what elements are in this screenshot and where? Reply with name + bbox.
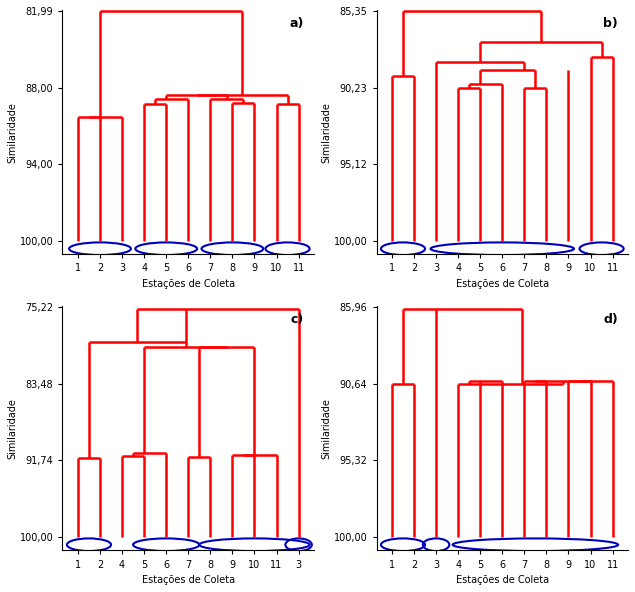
X-axis label: Estações de Coleta: Estações de Coleta [456, 575, 549, 585]
Y-axis label: Similaridade: Similaridade [321, 102, 331, 163]
X-axis label: Estações de Coleta: Estações de Coleta [456, 279, 549, 289]
X-axis label: Estações de Coleta: Estações de Coleta [142, 279, 235, 289]
Text: c): c) [291, 313, 304, 326]
Y-axis label: Similaridade: Similaridade [321, 398, 331, 459]
Text: d): d) [603, 313, 618, 326]
Y-axis label: Similaridade: Similaridade [7, 102, 17, 163]
Y-axis label: Similaridade: Similaridade [7, 398, 17, 459]
Text: a): a) [290, 17, 304, 30]
Text: b): b) [603, 17, 618, 30]
X-axis label: Estações de Coleta: Estações de Coleta [142, 575, 235, 585]
